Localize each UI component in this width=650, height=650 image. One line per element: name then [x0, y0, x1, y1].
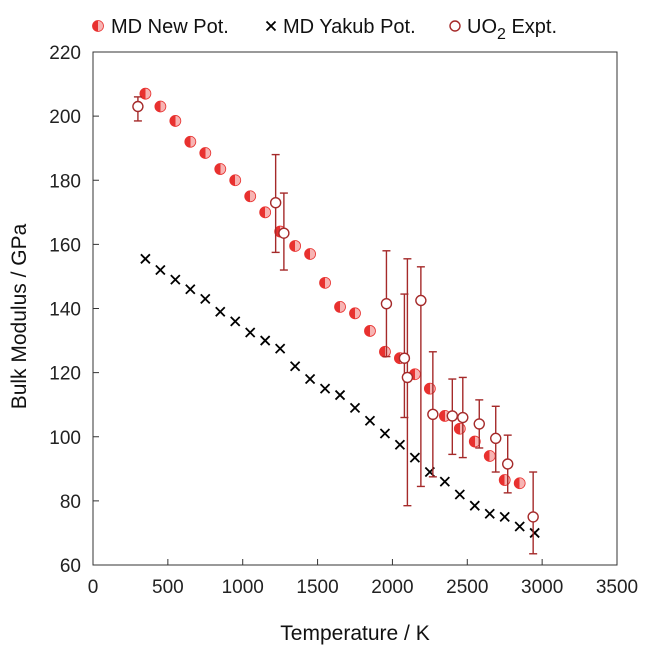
expt-point: [457, 411, 469, 424]
yakub-point: [409, 452, 421, 463]
y-tick-label: 60: [60, 556, 81, 577]
yakub-point: [379, 428, 391, 439]
legend-expt-marker: [449, 20, 461, 32]
yakub-point: [439, 476, 450, 487]
yakub-point: [260, 335, 271, 346]
y-tick-label: 220: [49, 43, 81, 64]
yakub-point: [230, 316, 241, 327]
expt-point: [278, 227, 290, 239]
x-tick-label: 2500: [446, 577, 488, 598]
new-pot-point: [498, 474, 511, 486]
new-pot-point: [423, 382, 436, 395]
y-tick-label: 160: [49, 235, 81, 256]
new-pot-point: [184, 135, 197, 148]
expt-point: [380, 297, 393, 310]
y-tick-label: 80: [60, 492, 81, 513]
new-pot-point: [244, 190, 257, 203]
expt-point: [502, 458, 514, 470]
expt-point: [401, 371, 414, 384]
expt-point: [269, 196, 282, 209]
y-tick-label: 140: [49, 300, 81, 321]
expt-point: [527, 511, 539, 523]
x-tick-label: 1000: [222, 577, 264, 598]
new-pot-point: [199, 147, 212, 159]
x-tick-label: 3000: [521, 577, 563, 598]
yakub-point: [245, 327, 256, 338]
yakub-point: [140, 253, 151, 264]
yakub-point: [170, 274, 181, 285]
yakub-point: [319, 383, 331, 394]
new-pot-point: [214, 163, 227, 175]
x-tick-label: 1500: [296, 577, 338, 598]
legend-expt-label: UO2 Expt.: [467, 16, 557, 43]
new-pot-point: [379, 345, 391, 358]
yakub-point: [499, 511, 510, 523]
y-tick-label: 200: [49, 107, 81, 128]
yakub-point: [394, 439, 406, 450]
yakub-point: [334, 389, 346, 401]
y-tick-label: 120: [49, 364, 81, 385]
new-pot-point: [364, 325, 376, 337]
new-pot-point: [319, 276, 331, 289]
x-tick-label: 0: [88, 577, 99, 598]
new-pot-point: [154, 100, 167, 113]
yakub-point: [275, 343, 286, 354]
x-tick-label: 500: [152, 577, 184, 598]
legend-new-pot-label: MD New Pot.: [111, 16, 229, 38]
yakub-point: [349, 402, 361, 414]
new-pot-point: [349, 307, 361, 320]
expt-point: [473, 418, 485, 430]
yakub-point: [185, 284, 196, 295]
new-pot-point: [304, 248, 316, 260]
expt-point: [446, 410, 459, 422]
yakub-point: [155, 264, 166, 276]
new-pot-point: [453, 422, 466, 435]
expt-point: [398, 352, 411, 364]
y-axis-title: Bulk Modulus / GPa: [8, 223, 31, 409]
x-axis-title: Temperature / K: [280, 622, 429, 645]
y-tick-label: 100: [49, 428, 81, 449]
yakub-point: [469, 500, 480, 511]
new-pot-point: [259, 206, 272, 219]
new-pot-point: [139, 87, 152, 100]
yakub-point: [289, 361, 301, 372]
new-pot-point: [334, 300, 346, 313]
y-tick-label: 180: [49, 171, 81, 192]
new-pot-point: [229, 174, 242, 187]
yakub-point: [304, 373, 316, 385]
new-pot-point: [169, 115, 182, 127]
new-pot-point: [468, 435, 481, 448]
x-tick-label: 2000: [371, 577, 413, 598]
expt-point: [132, 100, 144, 113]
yakub-point: [484, 508, 495, 519]
legend-new-pot-marker: [92, 20, 104, 32]
new-pot-point: [483, 450, 496, 462]
yakub-point: [215, 306, 226, 317]
yakub-point: [454, 489, 465, 500]
x-tick-label: 3500: [596, 577, 638, 598]
yakub-point: [364, 415, 376, 426]
yakub-point: [514, 521, 525, 532]
expt-point: [415, 294, 427, 307]
new-pot-point: [289, 240, 302, 252]
yakub-point: [200, 293, 211, 305]
new-pot-point: [513, 477, 526, 490]
expt-point: [427, 408, 439, 421]
yakub-point: [529, 527, 540, 539]
legend-yakub-marker: [265, 20, 277, 32]
legend-yakub-label: MD Yakub Pot.: [283, 16, 416, 38]
expt-point: [490, 432, 502, 445]
